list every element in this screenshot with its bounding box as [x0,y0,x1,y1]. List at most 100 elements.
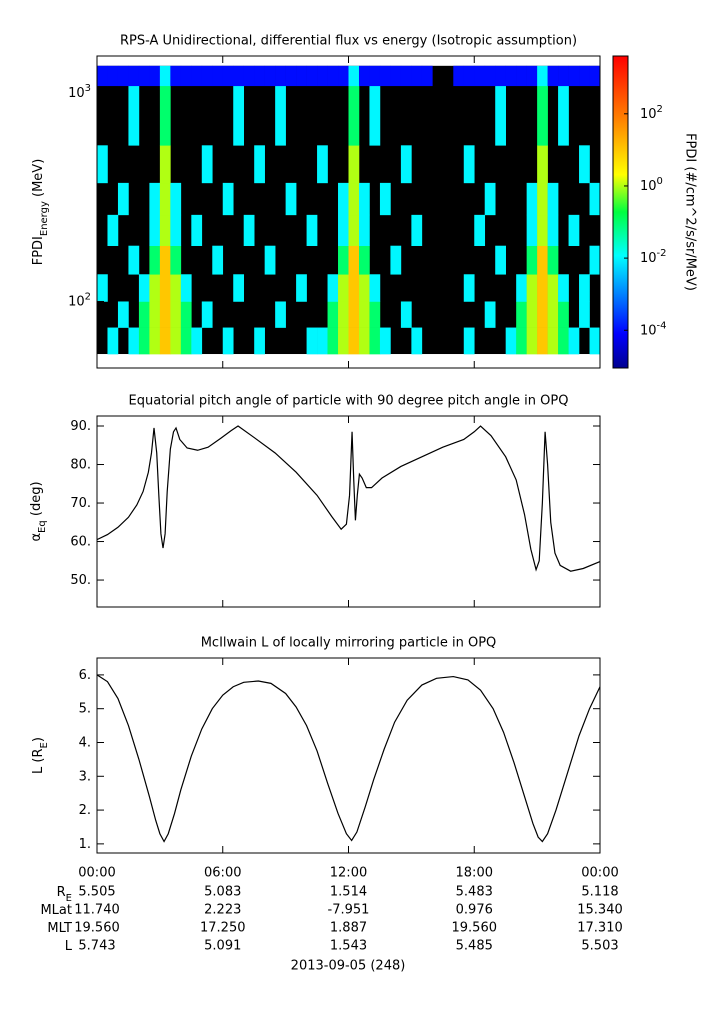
flux-cell [233,274,245,302]
colorbar-tick-label-sup: 0 [657,175,663,186]
y-axis-label: FPDIEnergy (MeV) [31,159,50,266]
flux-cell [421,65,433,87]
colorbar-tick-label-main: 10 [640,323,657,338]
plot-frame [96,657,601,854]
flux-cell [191,65,203,87]
flux-cell [547,214,559,247]
flux-cell [285,65,297,87]
y-tick-label-main: 5. [79,701,91,716]
flux-cell [495,85,506,146]
flux-cell [463,65,475,87]
y-tick-label-main: 10 [68,85,85,100]
flux-cell [495,245,506,275]
flux-cell [306,214,318,247]
colorbar-tick-label-sup: 2 [657,103,663,114]
flux-cell [159,85,171,146]
ephemeris-value: 17.310 [577,921,623,936]
y-tick-label-main: 3. [79,769,91,784]
y-tick-label-main: 2. [79,803,91,818]
y-tick-label-main: 6. [79,667,91,682]
date-label: 2013-09-05 (248) [291,959,406,974]
y-tick-label-main: 90. [70,419,91,434]
flux-cell [170,327,182,355]
flux-cell [296,274,307,302]
flux-cell [358,65,370,87]
flux-cell [107,65,119,87]
colorbar-tick-label-main: 10 [640,251,657,266]
flux-cell [97,65,108,87]
flux-cell [526,182,538,216]
y-tick-label-sup: 2 [85,291,91,302]
flux-cell [526,327,538,355]
flux-cell [463,327,475,355]
ephemeris-row-label: RE [57,885,72,904]
colorbar-tick-label: 100 [640,175,663,193]
flux-cell [369,65,381,87]
flux-cell [201,65,213,87]
ephemeris-value: 2.223 [204,903,241,918]
flux-cell [254,65,265,87]
y-tick-label-main: 70. [70,496,91,511]
y-tick-label: 90. [70,419,91,434]
ephemeris-value: 5.505 [78,885,115,900]
y-tick-label: 102 [68,291,91,309]
flux-cell [338,182,349,216]
y-axis-label-sub: E [39,742,50,748]
y-tick-label: 80. [70,457,91,472]
flux-cell [117,301,129,328]
y-tick-label-main: 80. [70,457,91,472]
data-line [96,674,601,843]
flux-cell [264,245,276,275]
flux-cell [159,214,171,247]
x-tick-label: 06:00 [204,866,241,881]
y-axis-label-unit: ) [31,737,46,742]
flux-cell [547,301,559,328]
flux-cell [358,214,370,247]
ephemeris-row-label-main: MLat [40,903,72,918]
flux-cell [128,245,140,275]
flux-cell [547,65,559,87]
flux-cell [97,145,108,184]
flux-cell [327,327,339,355]
flux-cell [537,327,548,355]
x-tick-label: 12:00 [330,866,367,881]
flux-cell [338,301,349,328]
flux-cell [285,182,297,216]
flux-cell [107,327,119,355]
y-axis-label-main: α [29,533,44,542]
flux-cell [159,145,171,184]
flux-cell [138,301,150,328]
ephemeris-value: 5.483 [456,885,493,900]
flux-cell [159,245,171,275]
flux-cell [390,245,402,275]
flux-cell [149,214,161,247]
y-axis-label-main: L (R [31,748,46,773]
flux-cell [411,214,423,247]
y-tick-label-main: 60. [70,534,91,549]
flux-cell [537,65,548,87]
flux-cell [317,327,328,355]
flux-cell [474,214,486,247]
ephemeris-value: 5.083 [204,885,241,900]
y-axis-label: L (RE) [31,737,50,774]
flux-cell [400,65,412,87]
flux-cell [495,65,506,87]
flux-cell [138,274,150,302]
flux-cell [149,327,161,355]
flux-cell [348,327,360,355]
flux-cell [358,182,370,216]
colorbar-tick-label: 10-4 [640,320,667,338]
flux-cell [379,327,391,355]
flux-cell [358,301,370,328]
flux-cell [180,65,192,87]
y-axis-label-unit: (deg) [29,481,44,520]
ephemeris-row-label: MLT [47,921,72,936]
ephemeris-value: 19.560 [74,921,120,936]
colorbar-tick-label-main: 10 [640,178,657,193]
flux-cell [369,85,381,146]
y-tick-label-main: 50. [70,573,91,588]
flux-cell [170,301,182,328]
ephemeris-value: 19.560 [452,921,498,936]
flux-cell [233,65,245,87]
